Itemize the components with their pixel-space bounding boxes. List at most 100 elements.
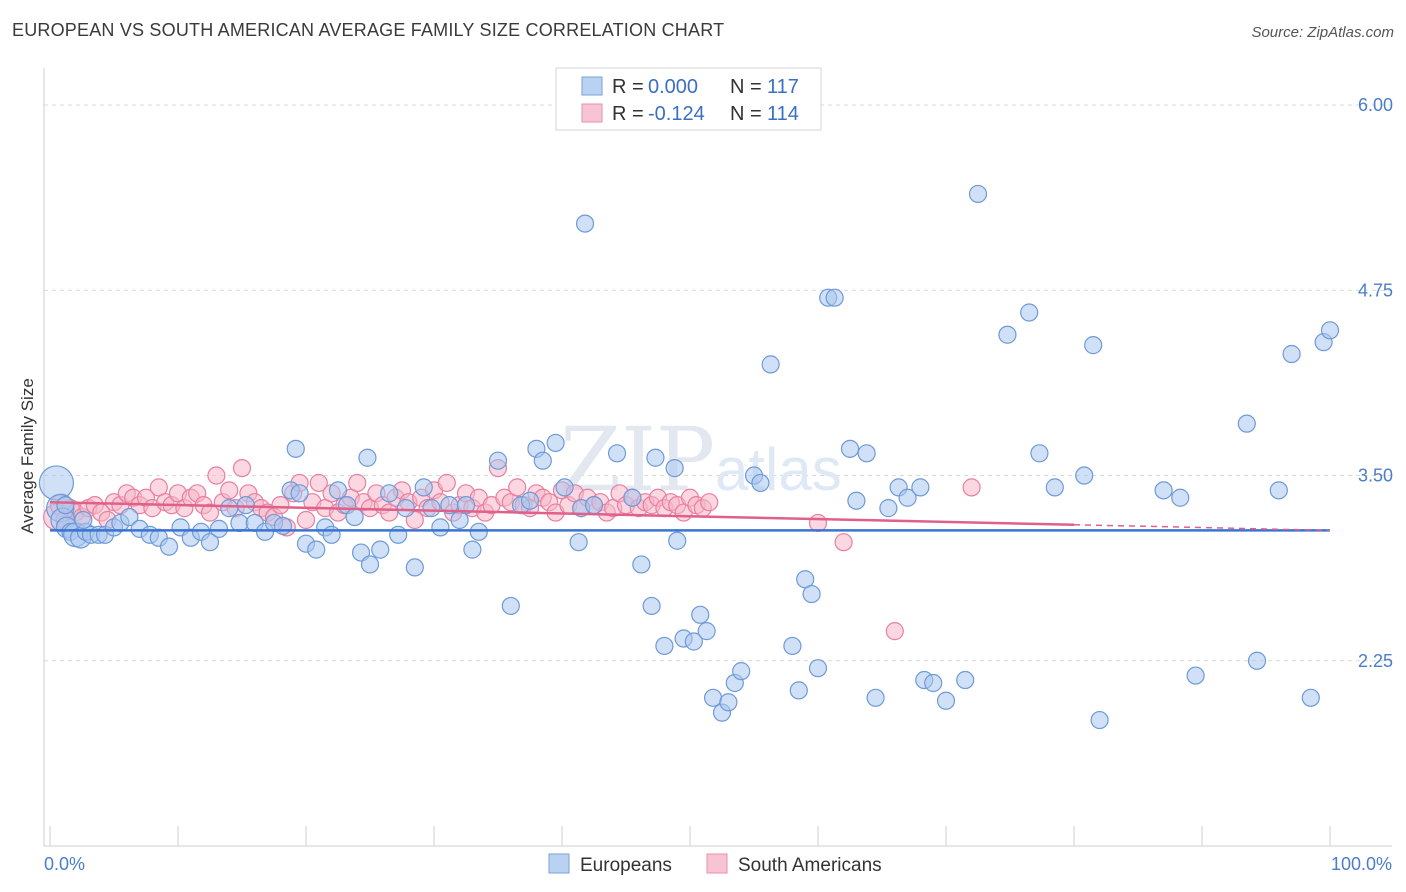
european-point: [789, 681, 808, 700]
european-point: [1020, 303, 1039, 322]
european-point: [463, 540, 482, 559]
south-american-point: [700, 493, 719, 512]
legend-n-label-1: N =: [730, 76, 762, 98]
european-point: [469, 522, 488, 541]
european-point: [200, 533, 220, 552]
european-point: [345, 507, 364, 527]
european-point: [533, 451, 552, 470]
european-point: [808, 659, 828, 678]
south-americans-trend-line: [49, 500, 1075, 526]
y-tick-label: 3.50: [1358, 466, 1393, 486]
european-point: [1237, 414, 1256, 433]
legend-n-value-2: 114: [767, 103, 799, 125]
european-point: [655, 636, 674, 656]
south-american-point: [348, 473, 367, 493]
european-point: [911, 478, 930, 497]
european-point: [307, 540, 326, 559]
european-point: [396, 499, 415, 518]
south-american-point: [508, 478, 527, 497]
european-point: [719, 693, 738, 712]
european-point: [220, 499, 239, 518]
european-point: [761, 355, 780, 374]
european-point: [668, 531, 687, 550]
european-point: [607, 444, 627, 463]
y-tick-label: 2.25: [1358, 651, 1393, 671]
european-point: [866, 688, 885, 707]
x-tick-label-max: 100.0%: [1331, 854, 1392, 874]
x-ticks: [49, 826, 1331, 846]
chart-title: EUROPEAN VS SOUTH AMERICAN AVERAGE FAMIL…: [12, 20, 725, 40]
european-point: [1247, 651, 1267, 670]
source-label: Source: ZipAtlas.com: [1251, 24, 1394, 41]
european-point: [1282, 344, 1301, 364]
y-tick-label: 6.00: [1358, 95, 1393, 115]
legend-n-label-2: N =: [730, 103, 762, 125]
grid-lines: [44, 104, 1392, 662]
european-point: [1090, 710, 1109, 730]
european-point: [358, 448, 377, 467]
european-point: [924, 673, 943, 693]
y-tick-labels: 2.25 3.50 4.75 6.00: [1358, 95, 1393, 671]
european-point: [898, 488, 917, 507]
european-point: [857, 444, 876, 463]
european-point: [703, 688, 723, 707]
x-tick-label-min: 0.0%: [44, 854, 85, 874]
south-american-point: [296, 510, 316, 530]
european-point: [1075, 466, 1094, 485]
legend-n-value-1: 117: [767, 76, 799, 98]
trend-lines: [49, 500, 1331, 532]
european-point: [802, 584, 821, 604]
european-point: [1320, 321, 1340, 340]
european-point: [546, 433, 565, 453]
south-american-point: [271, 496, 290, 515]
european-point: [328, 481, 348, 500]
european-point: [691, 605, 710, 624]
european-point: [389, 525, 408, 544]
european-point: [1084, 336, 1103, 355]
european-point: [159, 537, 179, 556]
legend-swatch-blue: [581, 76, 603, 96]
european-point: [751, 473, 770, 493]
european-point: [569, 533, 588, 552]
bottom-legend-swatch-south-americans: [706, 853, 728, 874]
european-point: [488, 451, 508, 470]
legend-r-label-2: R =: [612, 103, 644, 125]
european-point: [422, 499, 441, 518]
european-point: [414, 478, 433, 497]
european-point: [1171, 488, 1190, 507]
european-point: [405, 558, 424, 577]
south-americans-trend-extension: [1073, 523, 1331, 532]
bottom-legend-europeans: Europeans: [580, 855, 672, 876]
south-american-point: [207, 466, 226, 485]
south-american-point: [437, 473, 456, 493]
european-point: [847, 491, 866, 510]
legend-box: R = 0.000 N = 117 R = -0.124 N = 114: [555, 67, 822, 131]
european-point: [322, 525, 341, 544]
european-point: [825, 288, 844, 307]
european-point: [646, 448, 665, 467]
european-point: [665, 459, 684, 478]
european-point: [273, 516, 293, 536]
european-point: [1030, 444, 1049, 463]
legend-r-value-2: -0.124: [648, 103, 705, 125]
european-point: [936, 691, 956, 710]
european-point: [956, 670, 975, 690]
european-point: [209, 519, 229, 538]
south-american-point: [962, 478, 981, 497]
european-point: [431, 518, 450, 537]
european-point: [1186, 666, 1205, 685]
european-point: [74, 510, 93, 530]
bottom-legend: Europeans South Americans: [548, 853, 882, 876]
european-point: [56, 496, 75, 515]
european-point: [783, 636, 802, 656]
european-point: [1269, 481, 1288, 500]
south-american-point: [808, 513, 828, 533]
european-point: [380, 484, 399, 503]
legend-r-value-1: 0.000: [648, 76, 698, 98]
watermark-atlas: atlas: [715, 436, 842, 503]
european-point: [840, 439, 860, 458]
bottom-legend-south-americans: South Americans: [738, 855, 882, 876]
european-point: [1154, 481, 1173, 500]
european-point: [697, 622, 716, 641]
south-american-point: [232, 459, 252, 478]
